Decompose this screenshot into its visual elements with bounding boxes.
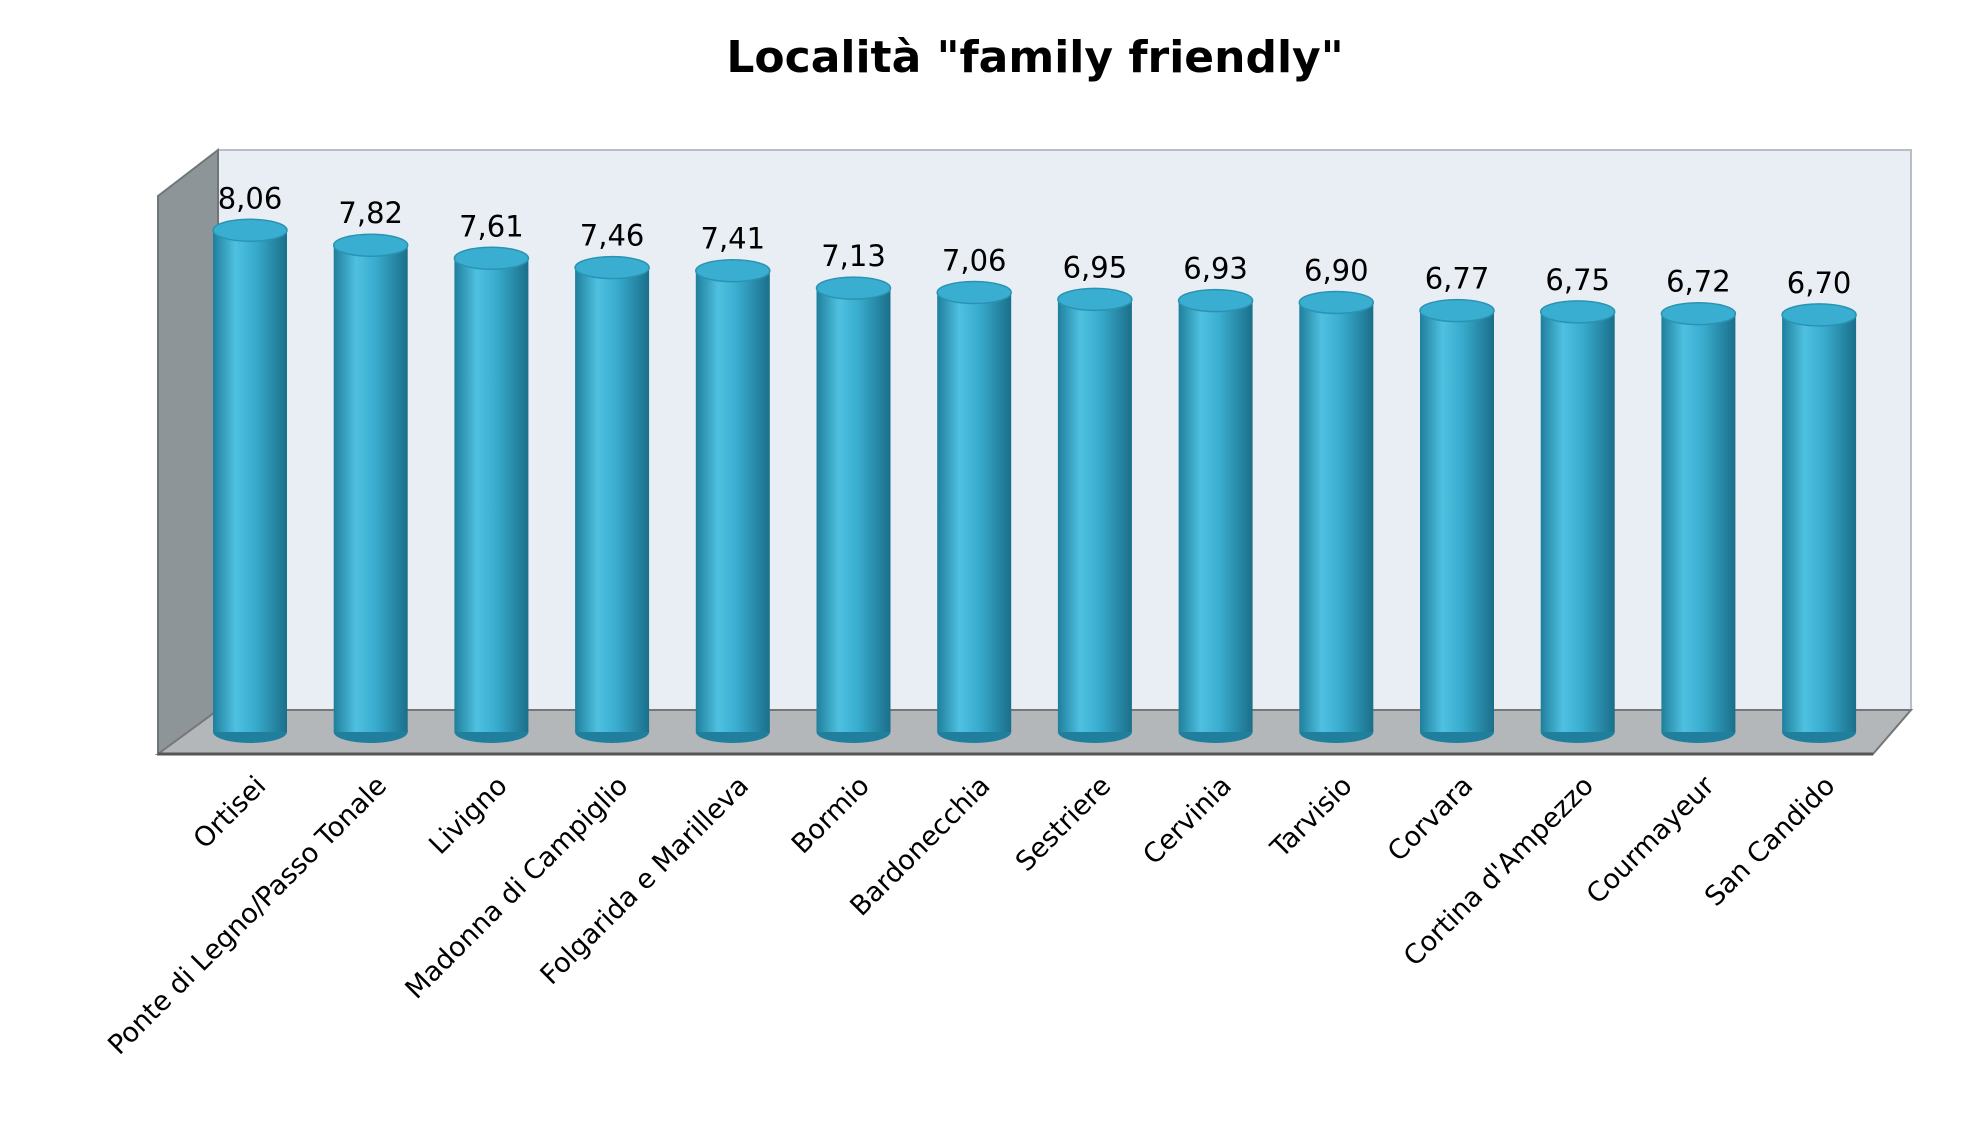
value-label: 7,82 bbox=[338, 196, 403, 230]
bar bbox=[695, 270, 770, 732]
bar bbox=[937, 292, 1012, 732]
bar-top bbox=[453, 246, 530, 271]
bar bbox=[1057, 299, 1132, 732]
bar bbox=[454, 258, 529, 732]
x-tick-label: Tarvisio bbox=[1264, 770, 1358, 864]
bar-top bbox=[1177, 288, 1254, 313]
bar-top bbox=[1781, 303, 1857, 327]
value-label: 6,93 bbox=[1183, 252, 1248, 286]
value-label: 6,77 bbox=[1425, 262, 1490, 296]
x-tick-label: Livigno bbox=[423, 770, 513, 860]
value-label: 7,61 bbox=[459, 209, 524, 243]
x-tick-label: San Candido bbox=[1699, 770, 1841, 912]
bar bbox=[213, 230, 287, 732]
bar bbox=[1299, 302, 1374, 732]
value-label: 6,70 bbox=[1787, 266, 1852, 300]
bar-top bbox=[1660, 301, 1737, 326]
side-wall bbox=[157, 147, 219, 756]
value-label: 6,95 bbox=[1063, 250, 1128, 284]
bar-top bbox=[1539, 300, 1616, 324]
bar-top bbox=[1057, 287, 1133, 312]
value-label: 8,06 bbox=[218, 181, 283, 215]
bar bbox=[1178, 300, 1253, 732]
bar-top bbox=[936, 280, 1012, 305]
bar-top bbox=[574, 255, 650, 280]
value-label: 7,41 bbox=[701, 222, 766, 256]
floor bbox=[154, 709, 1914, 755]
value-label: 7,13 bbox=[821, 239, 886, 273]
x-tick-label: Madonna di Campiglio bbox=[400, 770, 635, 1005]
value-label: 6,90 bbox=[1304, 253, 1369, 287]
value-label: 6,72 bbox=[1666, 265, 1731, 299]
bar bbox=[1540, 311, 1615, 732]
bar bbox=[575, 267, 650, 732]
bar bbox=[333, 245, 408, 732]
value-label: 7,46 bbox=[580, 219, 645, 253]
bar-top bbox=[1298, 290, 1375, 315]
value-label: 7,06 bbox=[942, 244, 1007, 278]
x-tick-label: Ortisei bbox=[188, 770, 273, 855]
value-label: 6,75 bbox=[1545, 263, 1610, 297]
x-tick-label: Corvara bbox=[1382, 770, 1479, 867]
bar-top bbox=[212, 218, 288, 243]
bar bbox=[1782, 314, 1857, 732]
bar bbox=[1661, 313, 1736, 732]
bar-top bbox=[1419, 298, 1495, 323]
bar-top bbox=[332, 233, 409, 257]
x-tick-label: Bormio bbox=[786, 770, 876, 860]
chart-title: Località "family friendly" bbox=[726, 32, 1343, 83]
bar-top bbox=[815, 276, 892, 300]
bar bbox=[1420, 310, 1494, 732]
x-tick-label: Cervinia bbox=[1137, 770, 1238, 871]
bar-top bbox=[695, 258, 771, 283]
bar bbox=[816, 288, 891, 732]
x-tick-label: Sestriere bbox=[1010, 770, 1117, 877]
x-tick-label: Folgarida e Marilleva bbox=[534, 770, 755, 991]
